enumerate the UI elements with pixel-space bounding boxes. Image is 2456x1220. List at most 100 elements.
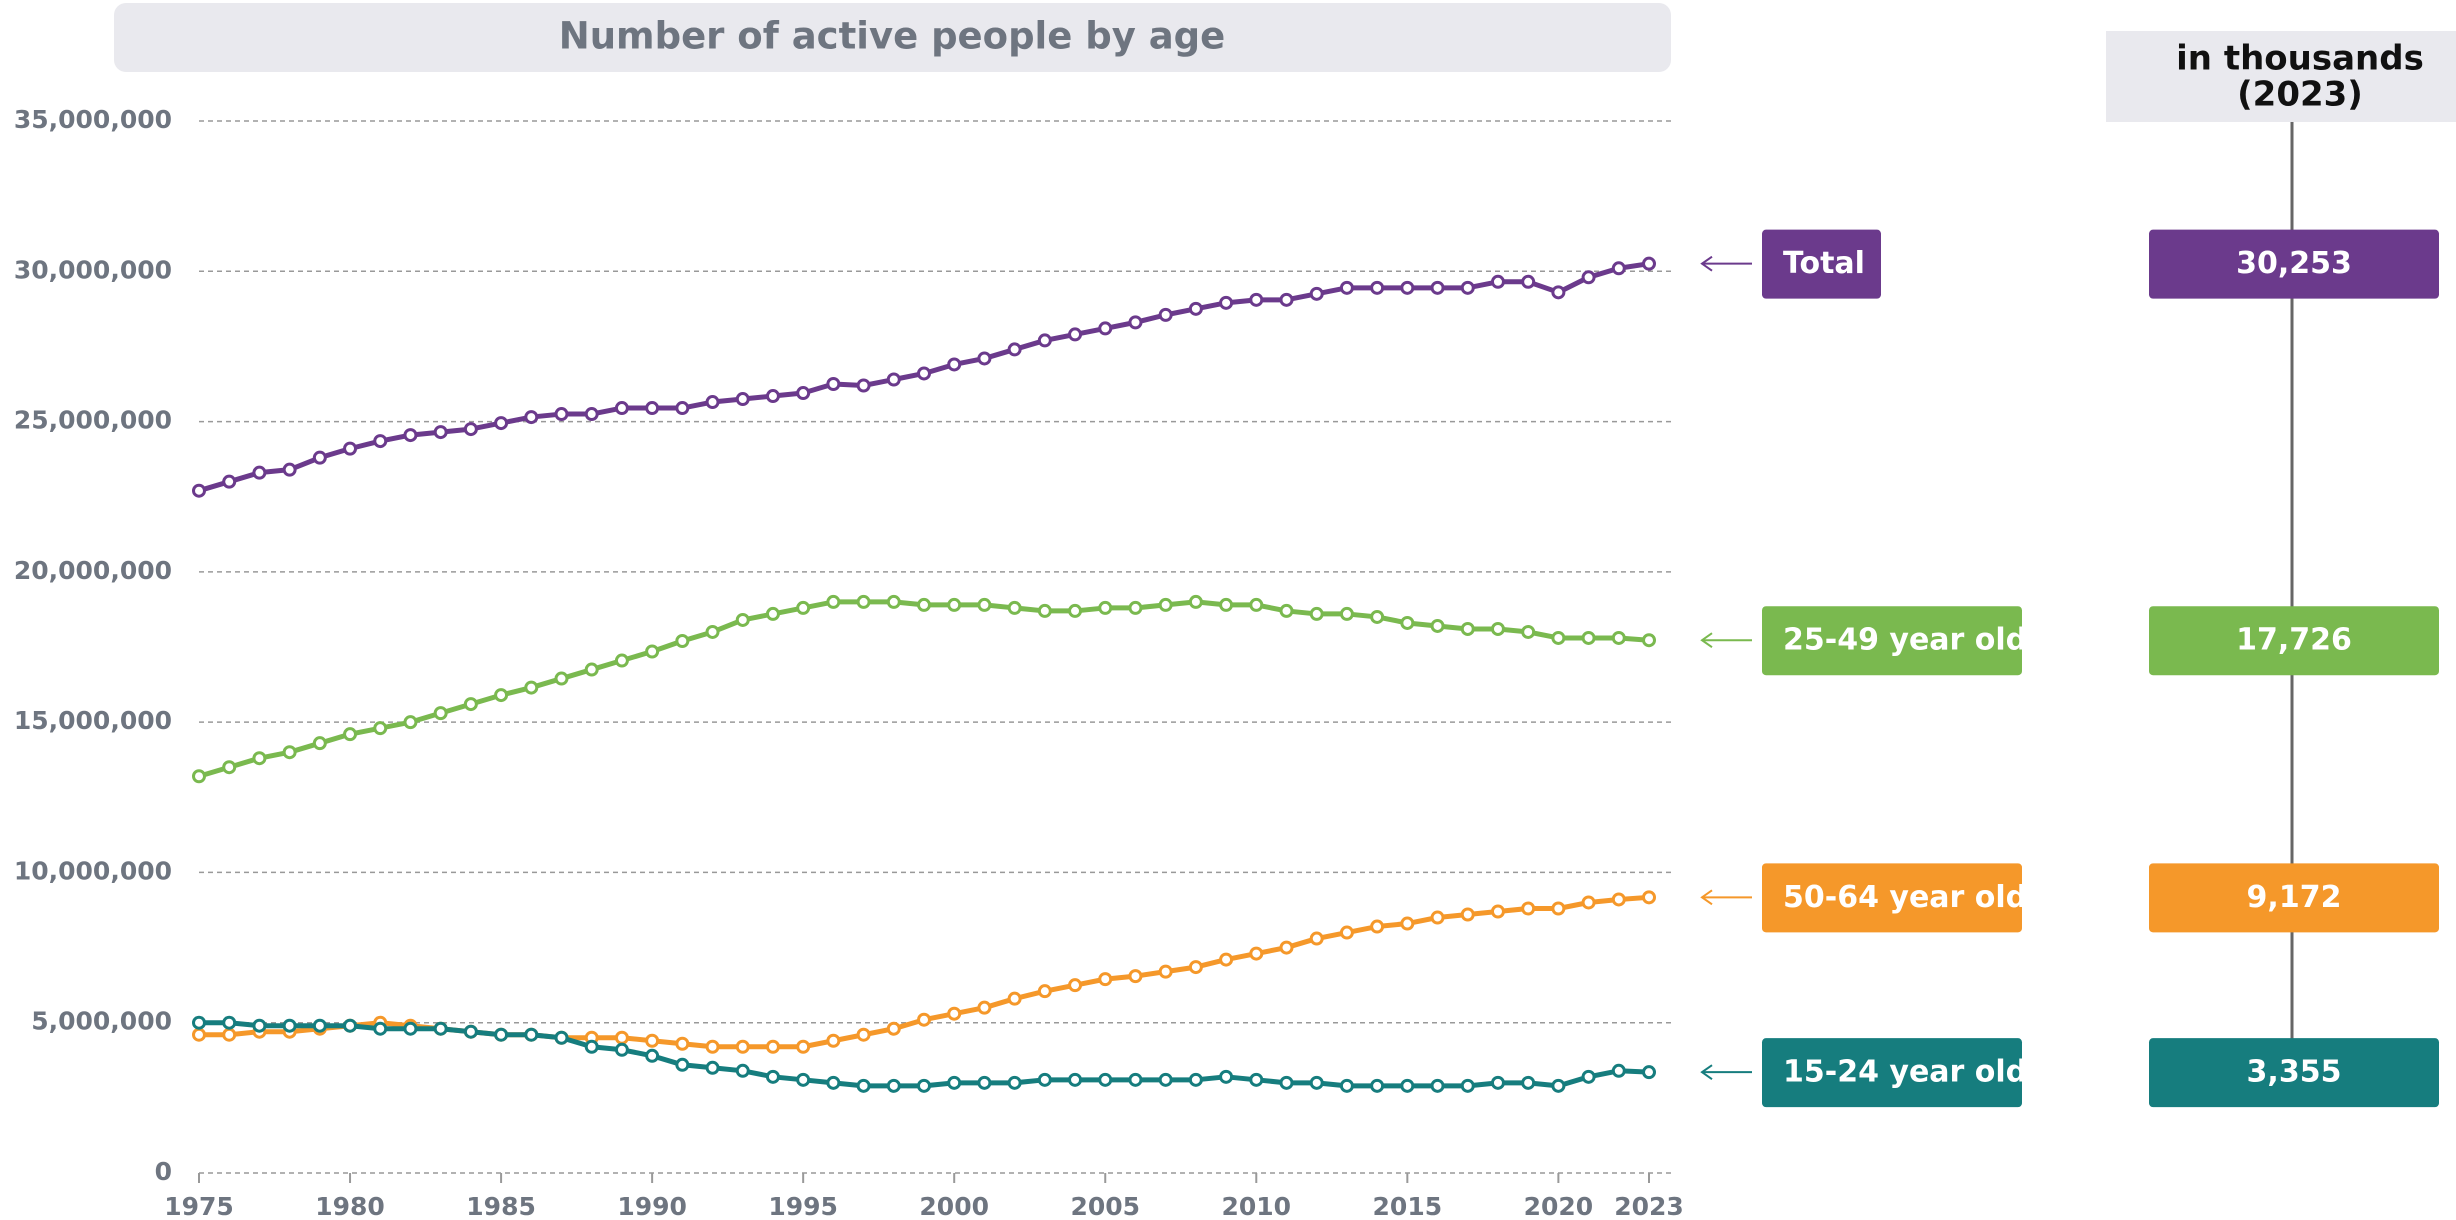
data-point xyxy=(554,671,569,686)
data-point xyxy=(494,1027,509,1042)
data-point xyxy=(614,1030,629,1045)
data-point xyxy=(1460,621,1475,636)
data-point xyxy=(1339,606,1354,621)
data-point xyxy=(463,422,478,437)
data-point xyxy=(1611,892,1626,907)
data-point xyxy=(1430,1078,1445,1093)
data-point xyxy=(1581,895,1596,910)
y-tick-label: 20,000,000 xyxy=(14,556,172,585)
data-point xyxy=(1007,600,1022,615)
data-point xyxy=(796,1039,811,1054)
data-point xyxy=(1158,307,1173,322)
data-point xyxy=(1521,901,1536,916)
data-point xyxy=(1309,286,1324,301)
data-point xyxy=(826,594,841,609)
data-point xyxy=(1128,315,1143,330)
data-point xyxy=(1249,946,1264,961)
data-point xyxy=(1642,256,1656,271)
data-point xyxy=(494,416,509,431)
data-point xyxy=(917,366,931,381)
data-point xyxy=(1158,597,1173,612)
data-point xyxy=(645,1048,660,1063)
data-point xyxy=(584,1039,599,1054)
data-point xyxy=(765,1069,780,1084)
data-point xyxy=(1339,1078,1354,1093)
data-point xyxy=(1400,280,1415,295)
data-point xyxy=(735,612,750,627)
data-point xyxy=(977,1075,992,1090)
data-point xyxy=(312,1018,327,1033)
data-point xyxy=(222,1015,237,1030)
data-point xyxy=(1188,960,1203,975)
series-label-box xyxy=(1762,1038,2022,1108)
data-point xyxy=(675,1036,690,1051)
data-point xyxy=(1430,280,1445,295)
data-point xyxy=(1551,285,1566,300)
y-tick-label: 10,000,000 xyxy=(14,856,172,885)
data-point xyxy=(705,1039,720,1054)
unit-note: (2023) xyxy=(2237,75,2363,115)
data-point xyxy=(735,392,750,407)
data-point xyxy=(1490,274,1505,289)
data-point xyxy=(675,401,690,416)
x-tick-label: 2015 xyxy=(1373,1192,1443,1220)
x-tick-label: 2010 xyxy=(1221,1192,1291,1220)
data-point xyxy=(1611,1063,1626,1078)
data-point xyxy=(252,1018,267,1033)
data-point xyxy=(1098,1072,1113,1087)
data-point xyxy=(1068,1072,1083,1087)
series-label: 50-64 year old xyxy=(1783,880,2027,915)
data-point xyxy=(343,441,358,456)
data-point xyxy=(192,769,206,784)
data-point xyxy=(1521,274,1536,289)
data-point xyxy=(1249,597,1264,612)
value-box xyxy=(2149,606,2439,676)
data-point xyxy=(312,450,327,465)
data-point xyxy=(645,401,660,416)
data-point xyxy=(373,721,388,736)
data-point xyxy=(1098,600,1113,615)
data-point xyxy=(1188,1072,1203,1087)
data-point xyxy=(373,1021,388,1036)
data-point xyxy=(1037,984,1052,999)
data-point xyxy=(796,1072,811,1087)
data-point xyxy=(584,662,599,677)
data-point xyxy=(735,1039,750,1054)
title-box xyxy=(114,3,1671,72)
data-point xyxy=(1581,630,1596,645)
data-point xyxy=(1068,327,1083,342)
data-point xyxy=(433,425,448,440)
data-point xyxy=(524,680,539,695)
data-point xyxy=(1188,301,1203,316)
data-point xyxy=(856,1078,871,1093)
value-label: 30,253 xyxy=(2236,246,2352,281)
data-point xyxy=(826,1075,841,1090)
value-label: 9,172 xyxy=(2247,880,2342,915)
data-point xyxy=(796,386,811,401)
data-point xyxy=(403,428,418,443)
data-point xyxy=(765,389,780,404)
data-point xyxy=(192,483,206,498)
data-point xyxy=(705,395,720,410)
data-point xyxy=(735,1063,750,1078)
label-arrowhead xyxy=(1700,255,1713,272)
series-label: 25-49 year old xyxy=(1783,623,2027,658)
data-point xyxy=(765,1039,780,1054)
data-point xyxy=(1370,919,1385,934)
data-point xyxy=(524,1027,539,1042)
data-point xyxy=(343,727,358,742)
x-tick-label: 2020 xyxy=(1524,1192,1594,1220)
data-point xyxy=(403,1021,418,1036)
x-tick-label: 1975 xyxy=(164,1192,234,1220)
data-point xyxy=(977,597,992,612)
data-point xyxy=(796,600,811,615)
x-tick-label: 2005 xyxy=(1070,1192,1140,1220)
data-point xyxy=(1551,630,1566,645)
data-point xyxy=(1158,1072,1173,1087)
data-point xyxy=(494,688,509,703)
data-point xyxy=(222,474,237,489)
data-point xyxy=(1400,1078,1415,1093)
data-point xyxy=(917,597,931,612)
series-label: Total xyxy=(1783,246,1865,281)
data-point xyxy=(343,1018,358,1033)
